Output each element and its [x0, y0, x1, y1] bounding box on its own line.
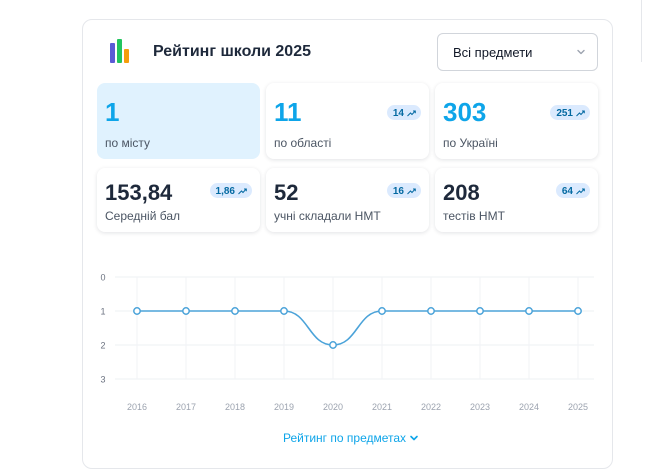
stat-change-badge: 1,86	[209, 183, 252, 198]
x-tick-label: 2018	[225, 402, 245, 412]
rank-history-chart: 0 1 2 3 2016 2017 2018 2019 2020 2021 2022 2023 2024…	[100, 273, 594, 412]
trend-up-icon	[238, 188, 247, 194]
logo-bar	[117, 39, 122, 63]
stat-value: 153,84	[105, 180, 173, 205]
stat-label: по Україні	[443, 136, 498, 150]
data-point	[182, 307, 190, 315]
stat-label: по області	[274, 136, 332, 150]
stat-value: 1	[105, 97, 120, 127]
badge-value: 64	[561, 185, 573, 197]
stat-tile-students: 52 16 учні складали НМТ	[266, 168, 429, 232]
x-tick-label: 2020	[323, 402, 343, 412]
x-tick-label: 2016	[127, 402, 147, 412]
stat-label: по місту	[105, 136, 151, 150]
subject-select[interactable]: Всі предмети	[437, 33, 598, 71]
y-tick-label: 1	[100, 307, 105, 317]
window-edge	[641, 0, 642, 62]
logo-bar	[124, 49, 129, 63]
trend-up-icon	[576, 110, 585, 116]
x-tick-label: 2021	[372, 402, 392, 412]
badge-value: 1,86	[215, 185, 235, 197]
data-point	[525, 307, 533, 315]
stat-change-badge: 64	[555, 183, 590, 198]
trend-up-icon	[407, 110, 416, 116]
badge-value: 251	[556, 107, 573, 119]
badge-value: 16	[392, 185, 404, 197]
stat-tile-tests: 208 64 тестів НМТ	[435, 168, 598, 232]
x-tick-label: 2025	[568, 402, 588, 412]
data-point	[476, 307, 484, 315]
x-tick-label: 2023	[470, 402, 490, 412]
stat-tile-region[interactable]: 11 14 по області	[266, 83, 429, 159]
stat-value: 208	[443, 180, 480, 205]
subject-rating-link-label: Рейтинг по предметах	[283, 431, 407, 445]
badge-value: 14	[392, 107, 404, 119]
stat-value: 11	[274, 97, 302, 127]
stat-label: тестів НМТ	[443, 209, 505, 223]
stat-value: 52	[274, 180, 299, 205]
x-tick-label: 2017	[176, 402, 196, 412]
data-point	[574, 307, 582, 315]
school-rating-card: Рейтинг школи 2025 Всі предмети 1 по міс…	[82, 19, 613, 469]
logo-bar	[110, 43, 115, 63]
stat-change-badge: 251	[550, 105, 590, 120]
chevron-down-icon	[577, 49, 585, 55]
y-tick-label: 0	[100, 273, 105, 283]
stat-tile-ukraine[interactable]: 303 251 по Україні	[435, 83, 598, 159]
x-tick-label: 2024	[519, 402, 539, 412]
stat-change-badge: 16	[386, 183, 421, 198]
trend-up-icon	[576, 188, 585, 194]
stat-change-badge: 14	[386, 105, 421, 120]
stat-value: 303	[443, 97, 487, 127]
stat-tile-city[interactable]: 1 по місту	[97, 83, 260, 159]
chevron-down-icon	[410, 435, 418, 441]
data-point	[231, 307, 239, 315]
stat-tile-average: 153,84 1,86 Середній бал	[97, 168, 260, 232]
trend-up-icon	[407, 188, 416, 194]
series-line	[136, 310, 578, 346]
data-point	[329, 341, 337, 349]
page-title: Рейтинг школи 2025	[153, 43, 311, 60]
data-point	[280, 307, 288, 315]
y-tick-label: 2	[100, 341, 105, 351]
bar-chart-logo-icon	[109, 39, 135, 63]
data-point	[133, 307, 141, 315]
y-tick-label: 3	[100, 375, 105, 385]
subject-rating-link[interactable]: Рейтинг по предметах	[283, 431, 419, 445]
data-point	[378, 307, 386, 315]
data-point	[427, 307, 435, 315]
x-tick-label: 2022	[421, 402, 441, 412]
x-tick-label: 2019	[274, 402, 294, 412]
stat-label: Середній бал	[105, 209, 181, 223]
stat-label: учні складали НМТ	[274, 209, 381, 223]
subject-select-value: Всі предмети	[453, 45, 533, 60]
